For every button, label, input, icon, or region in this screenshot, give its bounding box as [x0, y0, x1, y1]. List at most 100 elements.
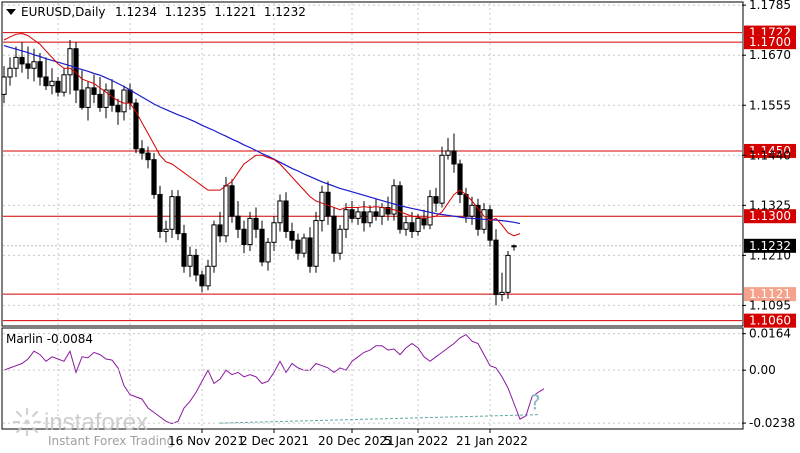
symbol-title: EURUSD,Daily — [21, 5, 106, 19]
candle-bullish — [67, 48, 73, 76]
time-tick-label: 16 Nov 2021 — [168, 434, 245, 448]
candle-bearish — [325, 191, 331, 217]
candle-bearish — [241, 228, 247, 245]
marlin-axis: 0.0164 0.00 -0.0238 — [3, 327, 795, 430]
candle-bearish — [43, 76, 49, 87]
candle-bullish — [85, 87, 91, 108]
horizontal-levels: 1.17221.17001.14501.13001.11211.10601.12… — [3, 26, 796, 328]
level-price-label: 1.1450 — [749, 144, 791, 158]
candle-bearish — [235, 215, 241, 230]
candle-bearish — [133, 102, 139, 150]
candle-bearish — [79, 89, 85, 108]
price-tick-label: 1.1555 — [749, 98, 791, 112]
candle-bearish — [229, 185, 235, 217]
candle-bullish — [31, 61, 37, 69]
vertical-grid — [57, 3, 491, 428]
candle-bearish — [181, 233, 187, 267]
candle-bearish — [307, 237, 313, 267]
candle-bearish — [157, 193, 163, 232]
ma-fast-line — [3, 32, 521, 237]
level-price-label: 1.1300 — [749, 209, 791, 223]
level-price-label: 1.1060 — [749, 314, 791, 328]
candle-bullish — [265, 241, 271, 263]
candle-bearish — [253, 217, 259, 230]
candle-bullish — [403, 222, 409, 230]
candle-bearish — [151, 159, 157, 195]
candle-bullish — [439, 154, 445, 204]
time-tick-label: 20 Dec 2021 — [318, 434, 395, 448]
candle-bearish — [349, 209, 355, 219]
candle-bearish — [397, 185, 403, 230]
moving-averages — [3, 32, 521, 237]
candle-bearish — [385, 207, 391, 215]
instaforex-logo: instaforex — [12, 407, 148, 437]
candle-bullish — [469, 204, 475, 217]
candle-bearish — [283, 200, 289, 232]
candle-bullish — [187, 254, 193, 267]
candle-bearish — [259, 228, 265, 263]
ma-slow-line — [3, 45, 521, 225]
marlin-line — [3, 333, 545, 425]
candle-bearish — [37, 61, 43, 78]
candle-bullish — [427, 196, 433, 226]
candle-bullish — [313, 220, 319, 267]
candle-bullish — [337, 228, 343, 254]
candle-bearish — [289, 230, 295, 241]
candle-bearish — [139, 148, 145, 154]
level-price-tag — [744, 143, 796, 158]
candle-bullish — [355, 211, 361, 219]
candle-bullish — [169, 196, 175, 230]
price-axis: 1.1785 1.1670 1.1555 1.1440 1.1325 1.1210 1.10… — [742, 0, 791, 312]
marlin-title: Marlin -0.0084 — [6, 332, 93, 346]
candle-bearish — [175, 196, 181, 235]
level-price-tag — [744, 35, 796, 50]
dropdown-triangle-icon[interactable] — [6, 9, 16, 15]
candle-bearish — [55, 80, 61, 93]
candle-bullish — [319, 191, 325, 222]
candle-bullish — [121, 89, 127, 113]
candle-bearish — [409, 222, 415, 232]
time-tick-label: 2 Dec 2021 — [240, 434, 309, 448]
candle-bearish — [19, 56, 25, 65]
candle-bullish — [505, 254, 511, 293]
price-tick-label: 1.1210 — [749, 248, 791, 262]
candle-bearish — [433, 196, 439, 204]
candle-bullish — [499, 291, 505, 296]
candle-bullish — [211, 224, 217, 267]
watermark-brand: instaforex — [44, 409, 148, 436]
candle-bullish — [103, 89, 109, 108]
candle-bullish — [1, 76, 7, 95]
candle-bearish — [127, 89, 133, 104]
candle-bearish — [73, 48, 79, 91]
current-price-label: 1.1232 — [749, 239, 791, 253]
level-price-label: 1.1121 — [749, 287, 791, 301]
time-tick-label: 21 Jan 2022 — [456, 434, 528, 448]
candle-bullish — [343, 209, 349, 230]
candle-bearish — [493, 239, 499, 296]
candle-bearish — [361, 211, 367, 224]
main-price-panel — [1, 1, 744, 327]
candle-bullish — [13, 56, 19, 69]
candlesticks — [1, 39, 517, 306]
level-price-tag — [744, 313, 796, 328]
price-tick-label: 1.1785 — [749, 0, 791, 12]
candle-bearish — [487, 209, 493, 241]
starburst-icon — [12, 407, 42, 437]
candle-bullish — [49, 80, 55, 87]
candle-bearish — [97, 93, 103, 108]
candle-bullish — [511, 245, 517, 248]
marlin-tick-label: 0.0164 — [749, 327, 791, 341]
candle-bullish — [223, 185, 229, 237]
current-price-tag — [744, 238, 796, 253]
marlin-tick-label: -0.0238 — [749, 416, 795, 430]
price-tick-label: 1.1670 — [749, 48, 791, 62]
candle-bearish — [331, 215, 337, 254]
horizontal-grid — [3, 4, 742, 306]
candle-bearish — [373, 211, 379, 217]
candle-bullish — [415, 217, 421, 232]
level-price-tag — [744, 209, 796, 224]
candle-bullish — [271, 222, 277, 243]
candle-bullish — [61, 74, 67, 93]
